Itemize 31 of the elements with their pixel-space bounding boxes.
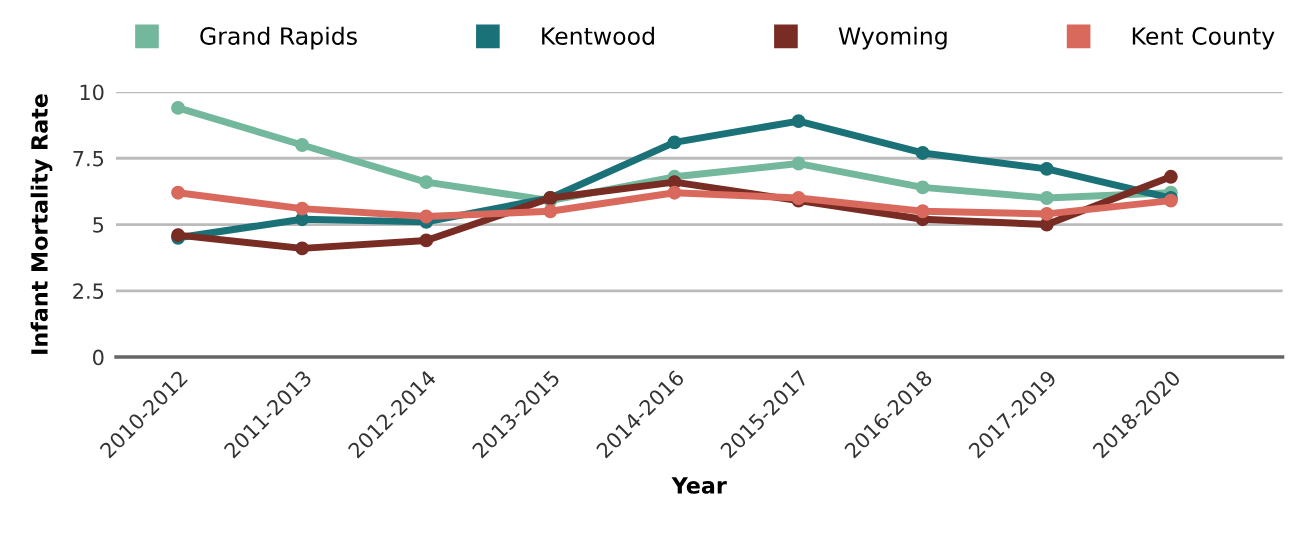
point: [915, 204, 930, 219]
y-axis-title: Infant Mortality Rate: [30, 94, 53, 354]
point: [1039, 191, 1054, 205]
legend-label: Kentwood: [542, 26, 654, 45]
point: [419, 233, 434, 248]
point: [915, 180, 930, 195]
y-tick-label: 0: [93, 349, 104, 366]
point: [791, 156, 806, 171]
legend-label: Grand Rapids: [200, 26, 357, 50]
y-tick-label: 5: [93, 217, 104, 233]
point: [419, 209, 434, 224]
point: [171, 100, 186, 115]
point: [419, 175, 434, 190]
y-tick-label: 2.5: [73, 283, 104, 299]
point: [1039, 206, 1054, 221]
x-axis-title: Year: [671, 477, 727, 494]
point: [1163, 169, 1178, 184]
point: [171, 185, 186, 200]
point: [1039, 161, 1054, 176]
point: [295, 138, 310, 152]
y-tick-label: 10: [80, 84, 104, 101]
point: [295, 241, 310, 256]
point: [667, 185, 682, 200]
point: [543, 204, 558, 219]
legend-label: Wyoming: [838, 26, 947, 50]
y-tick-label: 7.5: [73, 150, 104, 167]
point: [791, 114, 806, 129]
point: [667, 135, 682, 150]
legend-label: Kent County: [1132, 27, 1275, 50]
point: [915, 145, 930, 160]
point: [295, 201, 310, 216]
